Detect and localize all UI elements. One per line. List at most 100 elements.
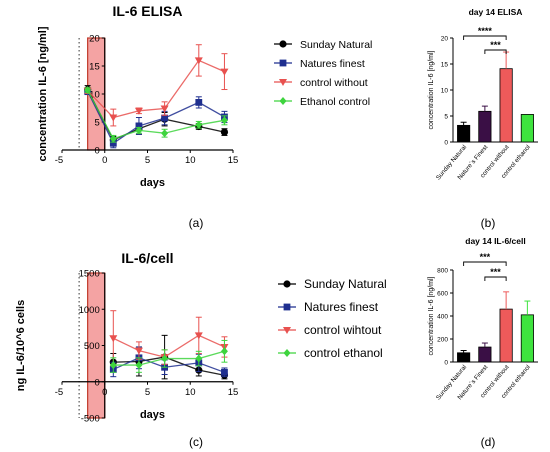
significance-bracket <box>484 49 507 54</box>
bar-1 <box>478 346 492 363</box>
series-line-3 <box>87 89 225 140</box>
data-point <box>161 129 169 138</box>
legend-label: control wihtout <box>304 323 382 337</box>
y-tick-label: 15 <box>89 62 100 73</box>
x-tick-label: 5 <box>145 387 150 398</box>
bar-0 <box>457 352 471 363</box>
panel-letter-c: (c) <box>189 435 203 449</box>
legend-label: Natures finest <box>300 58 365 70</box>
x-tick-label: 15 <box>228 155 239 166</box>
significance-label: *** <box>490 267 501 277</box>
x-tick-label: -5 <box>55 155 63 166</box>
data-point <box>195 120 203 129</box>
data-point <box>195 99 203 106</box>
x-tick-label: 10 <box>185 387 196 398</box>
legend-label: Sunday Natural <box>304 277 387 291</box>
legend-label: control ethanol <box>304 346 383 360</box>
data-point <box>221 368 228 376</box>
y-tick-label: 10 <box>441 88 449 95</box>
data-point <box>109 114 118 122</box>
data-point <box>161 114 168 122</box>
chart-title: day 14 ELISA <box>469 7 523 17</box>
y-tick-label: 600 <box>437 291 448 298</box>
data-point <box>109 361 117 370</box>
legend-marker <box>283 349 291 357</box>
legend-label: Ethanol control <box>300 96 370 108</box>
y-tick-label: 1500 <box>79 269 100 280</box>
x-axis-label: days <box>140 177 165 189</box>
legend-marker <box>283 327 291 334</box>
data-point <box>194 57 203 65</box>
data-point <box>109 139 117 147</box>
legend-marker <box>279 97 287 105</box>
data-point <box>195 354 203 363</box>
data-point <box>194 332 203 340</box>
significance-bracket <box>463 35 507 40</box>
y-tick-label: 0 <box>444 140 448 147</box>
significance-label: *** <box>490 40 501 50</box>
data-point <box>135 126 143 135</box>
legend-marker <box>279 79 287 86</box>
chart-il6-elisa: IL-6 ELISA -5 0 5 10 15 days 0 5 10 15 20 concentrat… <box>37 3 372 189</box>
legend-marker <box>279 59 287 67</box>
x-tick-label: 0 <box>102 155 107 166</box>
chart-day14-elisa: day 14 ELISA 0 5 10 15 20 concentration IL-6 [… <box>428 7 538 182</box>
y-tick-label: -500 <box>81 414 100 425</box>
bar-2 <box>499 308 513 363</box>
y-tick-label: 200 <box>437 337 448 344</box>
chart-title: day 14 IL-6/cell <box>465 236 525 246</box>
y-tick-label: 10 <box>89 90 100 101</box>
y-tick-label: 20 <box>441 36 449 43</box>
y-tick-label: 0 <box>94 377 99 388</box>
series-line-2 <box>87 59 225 119</box>
legend-marker <box>279 40 287 48</box>
chart-il6-per-cell: IL-6/cell-5051015days-500050010001500ng … <box>15 250 387 425</box>
chart-title: IL-6/cell <box>121 250 173 266</box>
data-point <box>109 134 117 143</box>
y-axis-label: concentration IL-6 [ng/ml] <box>428 276 435 355</box>
data-point <box>220 68 229 76</box>
y-tick-label: 0 <box>444 360 448 367</box>
y-tick-label: 5 <box>444 114 448 121</box>
significance-label: **** <box>478 26 493 36</box>
y-tick-label: 5 <box>94 118 99 129</box>
legend-marker <box>283 303 291 311</box>
data-point <box>84 86 92 95</box>
chart-title: IL-6 ELISA <box>112 3 182 19</box>
series-line-3 <box>113 350 225 366</box>
data-point <box>160 105 169 113</box>
y-axis-label: ng IL-6/10^6 cells <box>15 300 27 391</box>
series-line-2 <box>113 334 225 358</box>
data-point <box>220 347 228 356</box>
significance-bracket <box>463 261 507 266</box>
data-point <box>135 122 143 130</box>
x-tick-label: 10 <box>185 155 196 166</box>
data-point <box>161 354 169 363</box>
y-tick-label: 800 <box>437 268 448 275</box>
x-axis-label: days <box>140 409 165 421</box>
data-point <box>134 107 143 115</box>
y-tick-label: 0 <box>94 146 99 157</box>
bar-3 <box>520 114 534 143</box>
y-tick-label: 20 <box>89 34 100 45</box>
bar-3 <box>520 314 534 363</box>
significance-label: *** <box>480 252 491 262</box>
data-point <box>220 128 229 136</box>
series-line-1 <box>87 90 225 145</box>
panel-letter-a: (a) <box>189 216 204 230</box>
y-tick-label: 400 <box>437 314 448 321</box>
legend-marker <box>283 280 291 288</box>
chart-day14-il6-per-cell: day 14 IL-6/cell 0 200 400 600 800concentrati… <box>428 236 538 402</box>
x-tick-label: 15 <box>228 387 239 398</box>
data-point <box>109 335 118 343</box>
bar-1 <box>478 110 492 143</box>
legend-label: control without <box>300 77 368 89</box>
data-point <box>135 361 143 370</box>
significance-bracket <box>484 276 507 281</box>
bar-0 <box>457 124 471 143</box>
legend-label: Natures finest <box>304 300 379 314</box>
x-tick-label: 5 <box>145 155 150 166</box>
legend-label: Sunday Natural <box>300 39 372 51</box>
y-tick-label: 1000 <box>79 305 100 316</box>
